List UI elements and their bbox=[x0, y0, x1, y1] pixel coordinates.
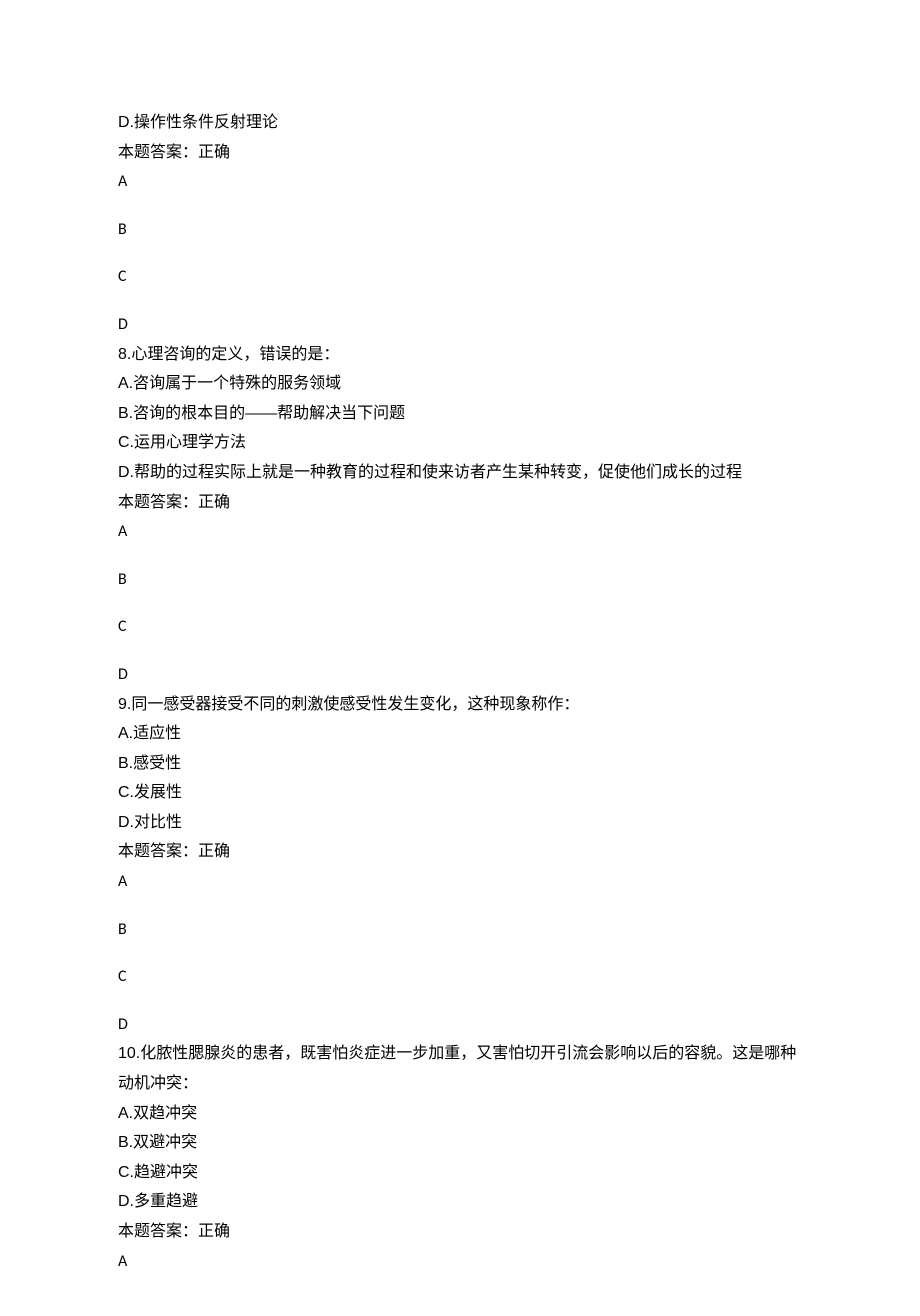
choice-b: B bbox=[118, 565, 802, 595]
option-d: D.多重趋避 bbox=[118, 1187, 802, 1217]
choice-c: C bbox=[118, 612, 802, 642]
choice-c: C bbox=[118, 262, 802, 292]
choice-d: D bbox=[118, 1010, 802, 1040]
question-stem: 8.心理咨询的定义，错误的是： bbox=[118, 340, 802, 370]
choice-c: C bbox=[118, 962, 802, 992]
choice-d: D bbox=[118, 310, 802, 340]
choice-a: A bbox=[118, 1247, 802, 1277]
choice-d: D bbox=[118, 660, 802, 690]
question-10: 10.化脓性腮腺炎的患者，既害怕炎症进一步加重，又害怕切开引流会影响以后的容貌。… bbox=[118, 1039, 802, 1276]
option-b: B.咨询的根本目的——帮助解决当下问题 bbox=[118, 399, 802, 429]
option-a: A.双趋冲突 bbox=[118, 1099, 802, 1129]
choice-a: A bbox=[118, 167, 802, 197]
choice-b: B bbox=[118, 215, 802, 245]
option-c: C.运用心理学方法 bbox=[118, 428, 802, 458]
choice-b: B bbox=[118, 915, 802, 945]
choice-a: A bbox=[118, 867, 802, 897]
question-stem: 10.化脓性腮腺炎的患者，既害怕炎症进一步加重，又害怕切开引流会影响以后的容貌。… bbox=[118, 1039, 802, 1098]
answer-line: 本题答案：正确 bbox=[118, 837, 802, 867]
question-stem: 9.同一感受器接受不同的刺激使感受性发生变化，这种现象称作： bbox=[118, 690, 802, 720]
option-b: B.双避冲突 bbox=[118, 1128, 802, 1158]
option-b: B.感受性 bbox=[118, 749, 802, 779]
option-c: C.趋避冲突 bbox=[118, 1158, 802, 1188]
answer-line: 本题答案：正确 bbox=[118, 488, 802, 518]
option-d: D.帮助的过程实际上就是一种教育的过程和使来访者产生某种转变，促使他们成长的过程 bbox=[118, 458, 802, 488]
choice-a: A bbox=[118, 517, 802, 547]
option-d: D.对比性 bbox=[118, 808, 802, 838]
question-8: 8.心理咨询的定义，错误的是： A.咨询属于一个特殊的服务领域 B.咨询的根本目… bbox=[118, 340, 802, 690]
answer-line: 本题答案：正确 bbox=[118, 138, 802, 168]
option-d: D.操作性条件反射理论 bbox=[118, 108, 802, 138]
question-9: 9.同一感受器接受不同的刺激使感受性发生变化，这种现象称作： A.适应性 B.感… bbox=[118, 690, 802, 1040]
question-7-tail: D.操作性条件反射理论 本题答案：正确 A B C D bbox=[118, 108, 802, 340]
answer-line: 本题答案：正确 bbox=[118, 1217, 802, 1247]
option-a: A.咨询属于一个特殊的服务领域 bbox=[118, 369, 802, 399]
option-a: A.适应性 bbox=[118, 719, 802, 749]
option-c: C.发展性 bbox=[118, 778, 802, 808]
